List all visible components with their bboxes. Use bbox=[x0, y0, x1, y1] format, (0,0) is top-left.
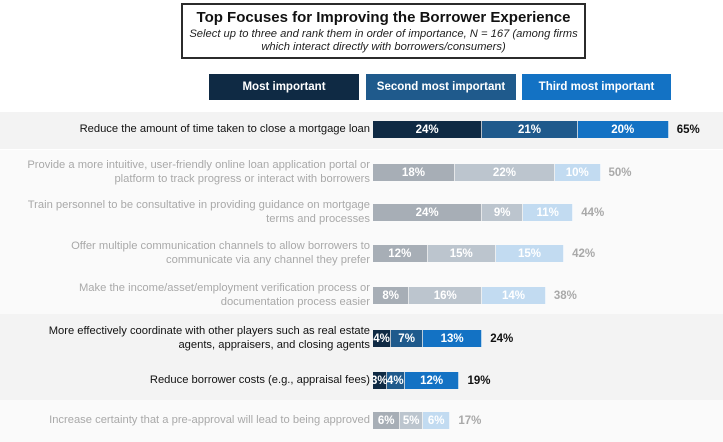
total-label: 17% bbox=[458, 414, 482, 427]
row-background bbox=[0, 314, 723, 358]
legend-item-3: Third most important bbox=[522, 74, 671, 100]
bar-segment: 11% bbox=[523, 204, 574, 221]
row-background bbox=[0, 150, 723, 190]
bar-segment: 3% bbox=[371, 372, 388, 389]
category-label: Make the income/asset/employment verific… bbox=[78, 282, 370, 308]
bar-segment: 24% bbox=[373, 204, 483, 221]
bar-segment: 4% bbox=[373, 330, 392, 347]
chart-title: Top Focuses for Improving the Borrower E… bbox=[196, 9, 571, 26]
bar-segment: 15% bbox=[427, 245, 496, 262]
legend-item-2: Second most important bbox=[366, 74, 516, 100]
total-label: 38% bbox=[553, 289, 577, 302]
chart-subtitle: Select up to three and rank them in orde… bbox=[189, 28, 578, 53]
total-label: 42% bbox=[572, 247, 596, 260]
row-background bbox=[0, 232, 723, 273]
bar-segment: 12% bbox=[373, 245, 428, 262]
bar-segment: 24% bbox=[373, 121, 483, 138]
bar-segment: 10% bbox=[555, 164, 601, 181]
bar-segment: 4% bbox=[386, 372, 405, 389]
total-label: 19% bbox=[467, 374, 491, 387]
bar-segment: 6% bbox=[373, 412, 401, 429]
legend-item-1: Most important bbox=[209, 74, 359, 100]
row-background bbox=[0, 273, 723, 314]
total-label: 44% bbox=[581, 206, 605, 219]
row-background bbox=[0, 400, 723, 442]
bar-segment: 13% bbox=[423, 330, 483, 347]
total-label: 24% bbox=[490, 332, 514, 345]
total-label: 50% bbox=[608, 166, 632, 179]
bar-segment: 22% bbox=[454, 164, 555, 181]
row-background bbox=[0, 190, 723, 232]
category-label: Reduce the amount of time taken to close… bbox=[79, 123, 370, 135]
bar-segment: 5% bbox=[400, 412, 424, 429]
chart-title-box: Top Focuses for Improving the Borrower E… bbox=[181, 3, 586, 59]
category-label: Reduce borrower costs (e.g., appraisal f… bbox=[149, 374, 370, 386]
bar-segment: 8% bbox=[373, 287, 410, 304]
category-label: More effectively coordinate with other p… bbox=[48, 325, 370, 351]
bar-segment: 21% bbox=[482, 121, 578, 138]
bar-segment: 20% bbox=[577, 121, 669, 138]
category-label: Train personnel to be consultative in pr… bbox=[27, 199, 370, 225]
bar-segment: 16% bbox=[409, 287, 483, 304]
bar-segment: 9% bbox=[482, 204, 524, 221]
category-label: Offer multiple communication channels to… bbox=[71, 240, 370, 266]
bar-segment: 18% bbox=[373, 164, 455, 181]
bar-segment: 6% bbox=[423, 412, 451, 429]
category-label: Provide a more intuitive, user-friendly … bbox=[27, 159, 370, 185]
category-label: Increase certainty that a pre-approval w… bbox=[49, 414, 370, 426]
bar-segment: 12% bbox=[404, 372, 460, 389]
bar-segment: 7% bbox=[391, 330, 424, 347]
row-background bbox=[0, 358, 723, 400]
total-label: 65% bbox=[676, 123, 700, 136]
bar-segment: 15% bbox=[495, 245, 565, 262]
bar-segment: 14% bbox=[482, 287, 546, 304]
